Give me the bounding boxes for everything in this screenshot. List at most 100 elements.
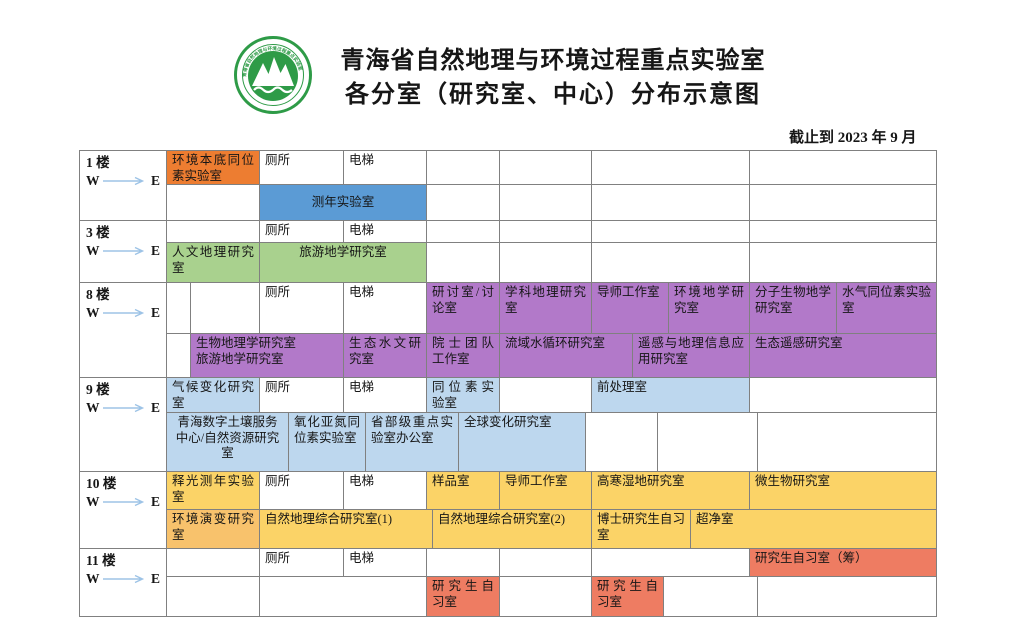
- room-cell: 环境本底同位素实验室: [167, 151, 260, 185]
- empty-cell: [658, 413, 758, 472]
- room-cell: 学科地理研究室: [500, 283, 592, 334]
- toilet-cell: 厕所: [260, 221, 344, 243]
- empty-cell: [750, 243, 937, 283]
- empty-cell: [500, 577, 592, 617]
- elevator-cell: 电梯: [344, 472, 427, 510]
- room-cell: 环境演变研究室: [167, 510, 260, 549]
- room-cell: 测年实验室: [260, 185, 427, 221]
- toilet-cell: 厕所: [260, 378, 344, 413]
- room-cell: 生态遥感研究室: [750, 334, 937, 378]
- empty-cell: [592, 221, 750, 243]
- floor-label: 9 楼: [86, 382, 110, 397]
- empty-cell: [664, 577, 758, 617]
- floor-label: 10 楼: [86, 476, 117, 491]
- toilet-cell: 厕所: [260, 472, 344, 510]
- room-cell: 导师工作室: [592, 283, 669, 334]
- west-label: W: [86, 494, 100, 509]
- page-title-line2: 各分室（研究室、中心）分布示意图: [345, 82, 761, 108]
- elevator-cell: 电梯: [344, 283, 427, 334]
- empty-cell: [167, 221, 260, 243]
- elevator-cell: 电梯: [344, 378, 427, 413]
- west-label: W: [86, 243, 100, 258]
- empty-cell: [427, 221, 500, 243]
- empty-cell: [167, 577, 260, 617]
- empty-cell: [167, 185, 260, 221]
- west-label: W: [86, 305, 100, 320]
- room-cell: 高寒湿地研究室: [592, 472, 750, 510]
- east-label: E: [150, 571, 160, 586]
- room-cell: 氧化亚氮同位素实验室: [289, 413, 366, 472]
- room-cell: 生态水文研究室: [344, 334, 427, 378]
- empty-cell: [500, 185, 592, 221]
- empty-cell: [427, 549, 500, 577]
- empty-cell: [427, 185, 500, 221]
- east-arrow-icon: [103, 497, 145, 506]
- title-block: 青海省自然地理与环境过程重点实验室 各分室（研究室、中心）分布示意图: [318, 44, 788, 112]
- empty-cell: [167, 549, 260, 577]
- floor-label: 11 楼: [86, 553, 116, 568]
- empty-cell: [500, 221, 592, 243]
- empty-cell: [586, 413, 658, 472]
- floor-label: 3 楼: [86, 225, 110, 240]
- east-label: E: [150, 243, 160, 258]
- west-label: W: [86, 571, 100, 586]
- floor-heading: 11 楼 W E: [80, 549, 167, 617]
- logo-mountains: [252, 57, 294, 86]
- room-cell: 遥感与地理信息应用研究室: [633, 334, 750, 378]
- empty-cell: [758, 577, 937, 617]
- empty-cell: [750, 151, 937, 185]
- room-cell: 前处理室: [592, 378, 750, 413]
- east-arrow-icon: [103, 176, 145, 185]
- elevator-cell: 电梯: [344, 221, 427, 243]
- room-cell: 释光测年实验室: [167, 472, 260, 510]
- room-cell: 全球变化研究室: [459, 413, 586, 472]
- elevator-cell: 电梯: [344, 549, 427, 577]
- empty-cell: [167, 334, 191, 378]
- room-cell: 自然地理综合研究室(1): [260, 510, 433, 549]
- elevator-cell: 电梯: [344, 151, 427, 185]
- empty-cell: [758, 413, 937, 472]
- empty-cell: [592, 549, 750, 577]
- empty-cell: [427, 151, 500, 185]
- room-cell: 分子生物地学研究室: [750, 283, 837, 334]
- empty-cell: [191, 283, 260, 334]
- room-cell: 院士团队工作室: [427, 334, 500, 378]
- east-arrow-icon: [103, 403, 145, 412]
- empty-cell: [592, 151, 750, 185]
- east-label: E: [150, 494, 160, 509]
- room-cell: 气候变化研究室: [167, 378, 260, 413]
- room-cell: 研究生自习室: [427, 577, 500, 617]
- room-cell: 人文地理研究室: [167, 243, 260, 283]
- room-cell: 研讨室/讨论室: [427, 283, 500, 334]
- empty-cell: [592, 243, 750, 283]
- empty-cell: [750, 185, 937, 221]
- room-cell: 青海数字土壤服务中心/自然资源研究室: [167, 413, 289, 472]
- empty-cell: [500, 378, 592, 413]
- room-cell: 样品室: [427, 472, 500, 510]
- room-cell: 水气同位素实验室: [837, 283, 937, 334]
- toilet-cell: 厕所: [260, 549, 344, 577]
- room-cell: 博士研究生自习室: [592, 510, 691, 549]
- room-cell: 研究生自习室（筹）: [750, 549, 937, 577]
- empty-cell: [750, 378, 937, 413]
- empty-cell: [750, 221, 937, 243]
- empty-cell: [427, 243, 500, 283]
- room-cell: 研究生自习室: [592, 577, 664, 617]
- room-cell: 生物地理学研究室 旅游地学研究室: [191, 334, 344, 378]
- empty-cell: [500, 549, 592, 577]
- room-cell: 同位素实验室: [427, 378, 500, 413]
- empty-cell: [500, 243, 592, 283]
- room-cell: 微生物研究室: [750, 472, 937, 510]
- room-cell: 导师工作室: [500, 472, 592, 510]
- page-title-line1: 青海省自然地理与环境过程重点实验室: [340, 48, 766, 74]
- east-arrow-icon: [103, 308, 145, 317]
